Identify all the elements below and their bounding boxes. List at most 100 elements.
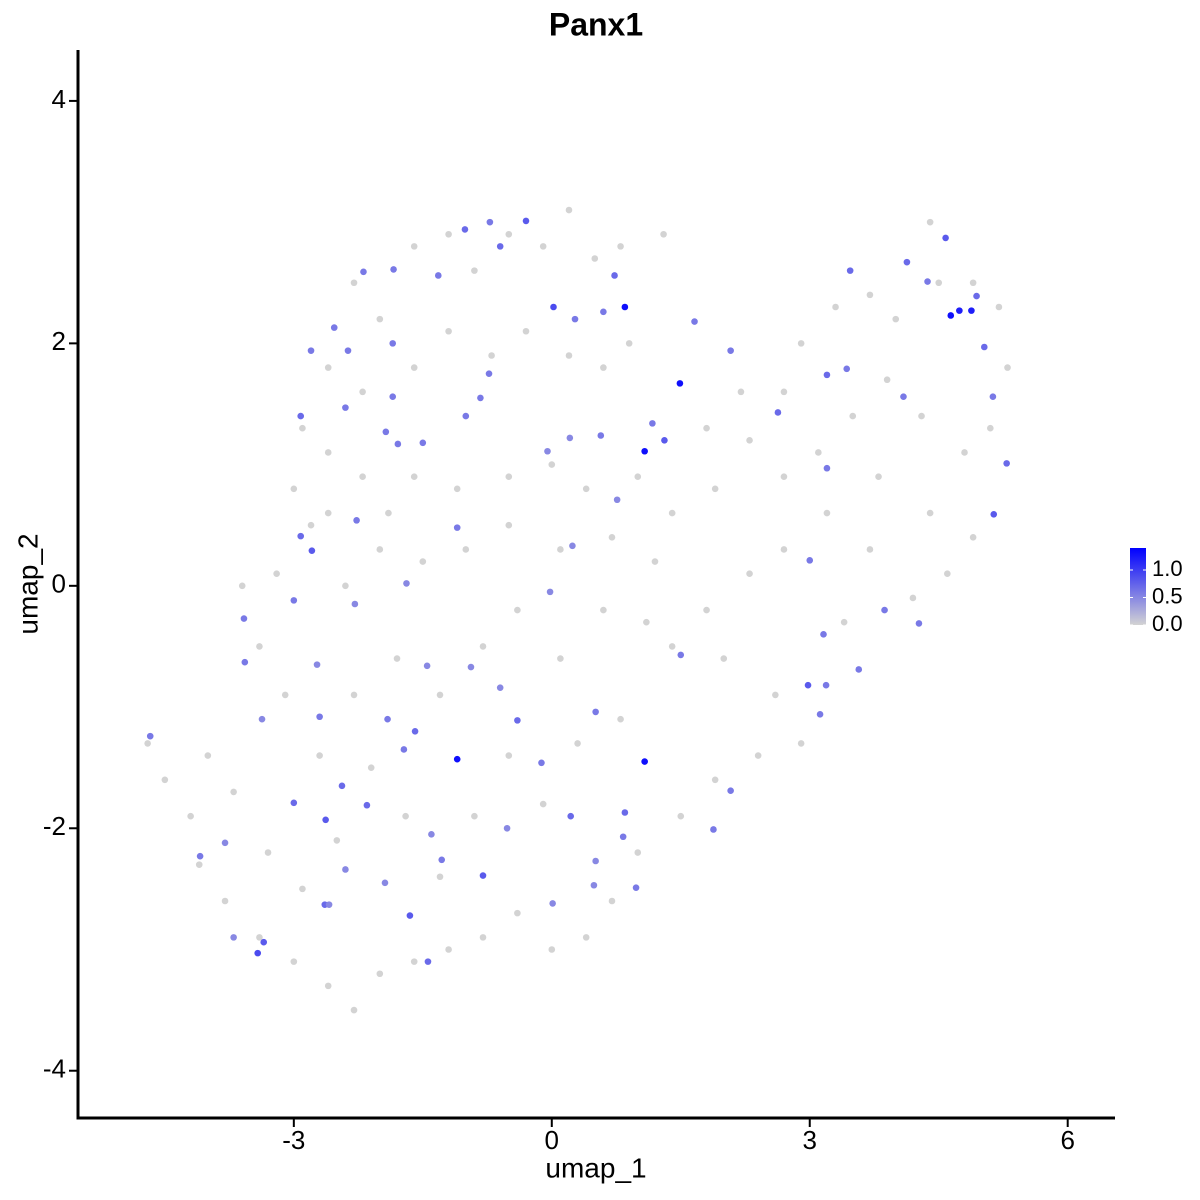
cell-point	[797, 340, 805, 347]
x-tick-label: 3	[803, 1125, 817, 1155]
cell-point	[324, 364, 332, 371]
cell-point	[445, 230, 452, 238]
cell-point	[390, 266, 397, 273]
cell-point	[746, 570, 753, 577]
cell-point	[351, 600, 359, 608]
cell-point	[843, 365, 851, 373]
cell-point	[144, 740, 151, 747]
cell-point	[241, 658, 249, 666]
cell-point	[600, 606, 607, 614]
cell-point	[254, 949, 262, 957]
cell-point	[505, 521, 513, 529]
cell-point	[406, 912, 414, 919]
cell-point	[565, 206, 573, 214]
cell-point	[522, 327, 530, 335]
cell-point	[307, 347, 315, 354]
cell-point	[643, 618, 650, 626]
cell-point	[367, 764, 375, 771]
cell-point	[566, 434, 574, 442]
cell-point	[350, 1006, 358, 1014]
cell-point	[677, 651, 685, 659]
x-tick-label: -3	[282, 1125, 305, 1155]
cell-point	[290, 799, 298, 807]
cell-point	[816, 711, 824, 718]
cell-point	[621, 809, 629, 816]
cell-point	[703, 424, 710, 432]
cell-point	[230, 788, 237, 796]
cell-point	[342, 404, 349, 411]
cell-point	[221, 897, 229, 905]
cell-point	[322, 816, 329, 824]
cell-point	[823, 371, 831, 379]
cell-point	[273, 570, 280, 577]
cell-point	[710, 826, 717, 833]
cell-point	[956, 307, 963, 314]
x-tick-label: 0	[545, 1125, 559, 1155]
cell-point	[196, 852, 204, 860]
cell-point	[445, 327, 452, 335]
cell-point	[479, 934, 487, 941]
cell-point	[376, 546, 384, 553]
cell-point	[471, 812, 478, 820]
cell-point	[942, 234, 949, 242]
cell-point	[297, 412, 305, 420]
cell-point	[384, 715, 391, 723]
cell-point	[797, 740, 805, 747]
cell-point	[557, 546, 564, 553]
y-tick-label: -4	[43, 1054, 66, 1084]
cell-point	[400, 746, 408, 753]
cell-point	[987, 424, 994, 432]
cell-point	[260, 938, 268, 946]
cell-point	[1003, 460, 1010, 467]
cell-point	[804, 681, 812, 689]
cell-point	[281, 691, 289, 699]
cell-point	[590, 881, 598, 889]
cell-point	[389, 393, 397, 401]
cell-point	[711, 776, 719, 784]
colorbar	[1130, 548, 1146, 625]
cell-point	[258, 715, 266, 723]
cell-point	[496, 684, 504, 691]
cell-point	[187, 812, 194, 820]
colorbar-label: 0.0	[1152, 611, 1183, 636]
cell-point	[691, 318, 698, 325]
cell-point	[467, 663, 475, 671]
cell-point	[514, 909, 521, 917]
cell-point	[256, 643, 263, 650]
cell-point	[550, 303, 557, 311]
cell-point	[350, 691, 358, 699]
cell-point	[772, 691, 779, 699]
cell-point	[424, 958, 432, 965]
cell-point	[619, 833, 627, 841]
cell-point	[926, 218, 934, 226]
cell-point	[727, 787, 734, 794]
cell-point	[780, 473, 788, 481]
cell-point	[419, 439, 427, 447]
cell-point	[539, 800, 547, 808]
cell-point	[436, 873, 444, 881]
colorbar-label: 1.0	[1152, 556, 1183, 581]
cell-point	[815, 449, 822, 456]
cell-point	[720, 655, 728, 662]
cell-point	[926, 509, 934, 517]
cell-point	[538, 759, 545, 767]
cell-point	[634, 849, 642, 856]
cell-point	[434, 272, 442, 279]
cell-point	[477, 394, 484, 402]
cell-point	[488, 352, 495, 359]
cell-point	[544, 447, 551, 455]
cell-point	[548, 461, 556, 468]
cell-point	[806, 557, 814, 564]
cell-point	[461, 226, 469, 233]
cell-point	[947, 312, 955, 319]
cell-point	[333, 837, 341, 844]
cell-point	[195, 861, 203, 868]
cell-point	[883, 376, 891, 384]
cell-point	[621, 303, 629, 311]
cell-point	[445, 946, 452, 953]
cell-point	[780, 388, 788, 396]
cell-point	[479, 643, 487, 650]
cell-point	[338, 782, 346, 790]
cell-point	[592, 708, 599, 716]
